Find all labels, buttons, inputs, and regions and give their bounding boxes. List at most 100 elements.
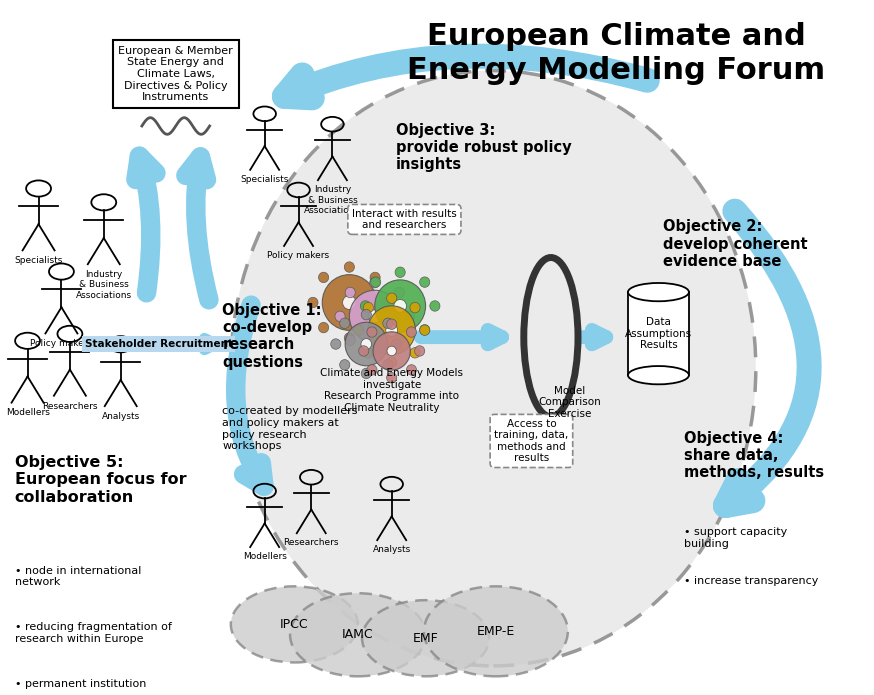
Ellipse shape: [375, 280, 426, 332]
Ellipse shape: [386, 373, 397, 383]
Ellipse shape: [370, 322, 380, 333]
Text: Policy makers: Policy makers: [31, 339, 93, 348]
Ellipse shape: [358, 345, 369, 356]
Text: Analysts: Analysts: [372, 546, 411, 555]
Ellipse shape: [386, 357, 397, 368]
Text: Objective 1:
co-develop
research
questions: Objective 1: co-develop research questio…: [222, 302, 322, 370]
Ellipse shape: [290, 594, 426, 676]
Ellipse shape: [335, 311, 345, 322]
Text: Stakeholder Recruitment: Stakeholder Recruitment: [85, 339, 232, 349]
Text: Analysts: Analysts: [101, 412, 140, 421]
Text: Objective 4:
share data,
methods, results: Objective 4: share data, methods, result…: [683, 431, 824, 480]
Text: Industry
& Business
Associations: Industry & Business Associations: [76, 270, 132, 300]
Ellipse shape: [318, 272, 329, 283]
Text: Modellers: Modellers: [243, 553, 287, 562]
Text: co-created by modellers
and policy makers at
policy research
workshops: co-created by modellers and policy maker…: [222, 407, 357, 451]
Text: Climate and Energy Models
investigate
Research Programme into
Climate Neutrality: Climate and Energy Models investigate Re…: [320, 368, 463, 413]
Ellipse shape: [373, 332, 410, 370]
Ellipse shape: [364, 348, 373, 358]
Ellipse shape: [368, 306, 415, 354]
Ellipse shape: [386, 293, 397, 304]
Ellipse shape: [371, 325, 381, 335]
Ellipse shape: [394, 287, 405, 297]
Ellipse shape: [420, 325, 430, 336]
Ellipse shape: [323, 275, 377, 330]
Ellipse shape: [424, 587, 568, 676]
Ellipse shape: [318, 322, 329, 333]
Text: Interact with results
and researchers: Interact with results and researchers: [352, 208, 457, 230]
Ellipse shape: [231, 587, 357, 662]
Ellipse shape: [410, 302, 420, 313]
Text: Objective 5:
European focus for
collaboration: Objective 5: European focus for collabor…: [15, 455, 186, 505]
Ellipse shape: [414, 345, 425, 356]
Text: EMF: EMF: [413, 632, 439, 645]
Ellipse shape: [628, 283, 689, 301]
Ellipse shape: [354, 325, 364, 336]
Ellipse shape: [405, 311, 414, 322]
Ellipse shape: [367, 327, 377, 337]
Ellipse shape: [386, 319, 397, 329]
Ellipse shape: [430, 301, 440, 311]
Text: European Climate and
Energy Modelling Forum: European Climate and Energy Modelling Fo…: [407, 22, 825, 85]
Ellipse shape: [360, 301, 371, 311]
Ellipse shape: [340, 359, 350, 370]
Text: European & Member
State Energy and
Climate Laws,
Directives & Policy
Instruments: European & Member State Energy and Clima…: [118, 46, 233, 102]
Text: Access to
training, data,
methods and
results: Access to training, data, methods and re…: [495, 418, 569, 464]
Ellipse shape: [385, 324, 398, 336]
Bar: [628, 292, 689, 375]
Ellipse shape: [420, 277, 430, 287]
Ellipse shape: [361, 368, 371, 379]
Ellipse shape: [345, 322, 387, 366]
Ellipse shape: [394, 300, 406, 313]
Text: Researchers: Researchers: [283, 539, 339, 548]
Text: EMP-E: EMP-E: [476, 625, 515, 638]
Ellipse shape: [345, 335, 356, 345]
Ellipse shape: [395, 267, 406, 277]
Ellipse shape: [394, 335, 405, 345]
Ellipse shape: [370, 345, 380, 355]
Ellipse shape: [330, 339, 341, 350]
Text: Specialists: Specialists: [14, 256, 63, 265]
Ellipse shape: [361, 309, 371, 320]
Text: Policy makers: Policy makers: [267, 251, 329, 260]
Ellipse shape: [381, 297, 391, 308]
Ellipse shape: [395, 334, 406, 345]
Text: Objective 3:
provide robust policy
insights: Objective 3: provide robust policy insig…: [396, 122, 572, 172]
Text: Objective 2:
develop coherent
evidence base: Objective 2: develop coherent evidence b…: [662, 220, 808, 269]
Text: Modellers: Modellers: [5, 409, 50, 418]
Text: • node in international
network: • node in international network: [15, 566, 142, 587]
Ellipse shape: [361, 338, 371, 350]
Text: Model
Comparison
Exercise: Model Comparison Exercise: [538, 386, 601, 419]
Text: • permanent institution: • permanent institution: [15, 679, 146, 689]
Text: IAMC: IAMC: [342, 628, 373, 641]
Text: IPCC: IPCC: [280, 618, 309, 631]
Ellipse shape: [387, 346, 396, 356]
Ellipse shape: [340, 318, 350, 329]
Ellipse shape: [370, 272, 380, 283]
Ellipse shape: [406, 365, 417, 375]
Ellipse shape: [370, 277, 380, 288]
Text: Researchers: Researchers: [42, 402, 98, 411]
Ellipse shape: [383, 359, 393, 370]
Ellipse shape: [367, 365, 377, 375]
Ellipse shape: [369, 310, 381, 323]
Ellipse shape: [344, 262, 355, 272]
Ellipse shape: [628, 366, 689, 384]
Ellipse shape: [410, 348, 420, 358]
Ellipse shape: [392, 339, 402, 350]
Text: Data
Assumptions
Results: Data Assumptions Results: [625, 317, 692, 350]
Text: Industry
& Business
Associations: Industry & Business Associations: [304, 186, 360, 215]
Ellipse shape: [383, 318, 393, 329]
Ellipse shape: [406, 327, 417, 337]
Ellipse shape: [344, 333, 355, 343]
Text: Specialists: Specialists: [240, 175, 289, 184]
Text: • support capacity
building: • support capacity building: [683, 528, 787, 549]
Ellipse shape: [345, 287, 356, 297]
Ellipse shape: [364, 302, 373, 313]
Ellipse shape: [231, 71, 756, 666]
Ellipse shape: [420, 325, 430, 335]
Text: • reducing fragmentation of
research within Europe: • reducing fragmentation of research wit…: [15, 622, 171, 644]
Ellipse shape: [371, 277, 381, 287]
Ellipse shape: [350, 291, 400, 343]
Ellipse shape: [308, 297, 318, 308]
